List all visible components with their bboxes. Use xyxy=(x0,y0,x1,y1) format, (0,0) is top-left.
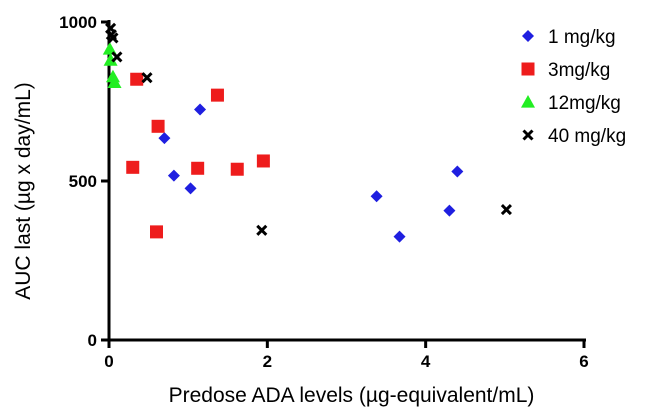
legend: 1 mg/kg 3mg/kg 12mg/kg 40 mg/kg xyxy=(521,27,626,147)
legend-label: 1 mg/kg xyxy=(548,27,616,48)
data-point-square xyxy=(256,154,270,168)
y-tick-label: 0 xyxy=(88,331,97,350)
data-point-square xyxy=(191,161,205,175)
legend-label: 3mg/kg xyxy=(548,60,610,81)
data-point-cross xyxy=(107,32,119,44)
data-point-diamond xyxy=(184,182,197,195)
x-axis-title: Predose ADA levels (µg-equivalent/mL) xyxy=(169,384,535,407)
legend-label: 12mg/kg xyxy=(548,93,621,114)
legend-item: 40 mg/kg xyxy=(522,126,626,147)
data-point-diamond xyxy=(370,190,383,203)
legend-marker-triangle xyxy=(521,95,535,108)
data-point-cross xyxy=(500,204,512,216)
legend-item: 12mg/kg xyxy=(521,93,621,114)
data-point-cross xyxy=(141,72,153,84)
legend-marker-diamond xyxy=(522,30,534,42)
y-tick-label: 500 xyxy=(69,172,97,191)
y-axis-title: AUC last (µg x day/mL) xyxy=(12,82,35,300)
data-point-triangle xyxy=(103,53,118,66)
legend-marker-square xyxy=(521,62,535,76)
data-point-diamond xyxy=(194,103,207,116)
data-points xyxy=(102,22,512,243)
data-point-square xyxy=(150,225,163,239)
x-tick-label: 0 xyxy=(104,352,113,371)
x-tick-label: 2 xyxy=(263,352,272,371)
data-point-cross xyxy=(111,51,123,63)
data-point-square xyxy=(151,119,165,133)
data-point-diamond xyxy=(393,230,406,243)
data-point-cross xyxy=(256,224,268,236)
legend-item: 3mg/kg xyxy=(521,60,610,81)
x-tick-label: 6 xyxy=(579,352,588,371)
axes: 0 500 1000 0 2 4 6 xyxy=(59,13,589,371)
data-point-diamond xyxy=(167,169,180,182)
data-point-square xyxy=(210,88,224,102)
legend-label: 40 mg/kg xyxy=(548,126,626,147)
y-tick-label: 1000 xyxy=(59,13,97,32)
data-point-square xyxy=(130,72,144,86)
data-point-square xyxy=(126,160,140,174)
data-point-diamond xyxy=(158,132,171,145)
legend-item: 1 mg/kg xyxy=(522,27,616,48)
data-point-diamond xyxy=(451,165,464,178)
legend-marker-cross xyxy=(522,129,534,141)
x-tick-label: 4 xyxy=(421,352,431,371)
data-point-square xyxy=(230,162,244,176)
data-point-triangle xyxy=(107,75,122,89)
data-point-diamond xyxy=(443,204,456,217)
data-point-triangle xyxy=(102,42,117,55)
